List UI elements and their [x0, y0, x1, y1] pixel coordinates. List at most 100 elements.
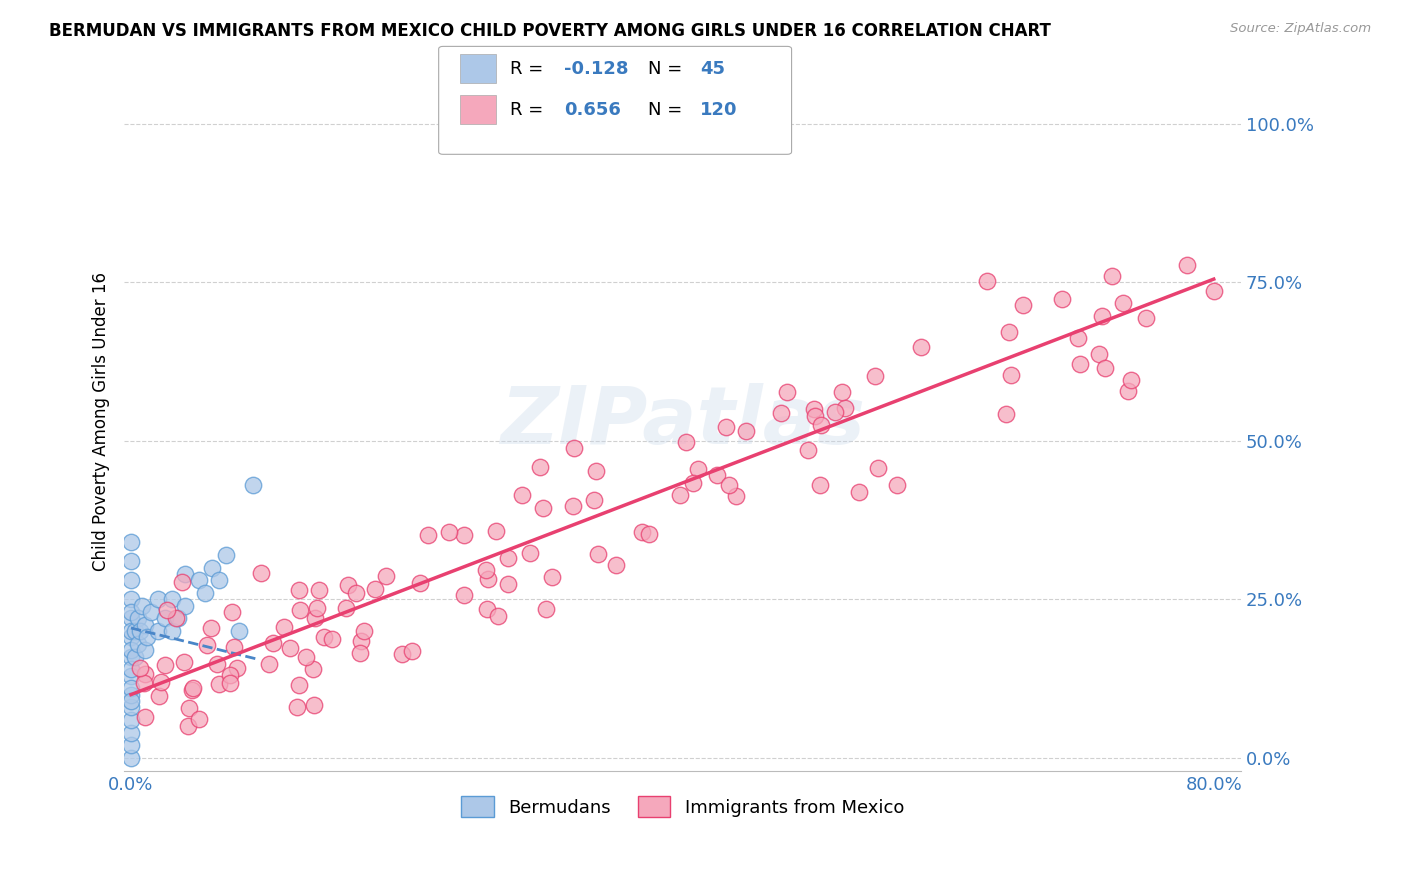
Point: [582, 493, 605, 508]
Point: [534, 602, 557, 616]
Text: Source: ZipAtlas.com: Source: ZipAtlas.com: [1230, 22, 1371, 36]
Point: [776, 385, 799, 400]
Point: [1135, 311, 1157, 326]
Point: [496, 550, 519, 565]
Point: [496, 577, 519, 591]
Point: [120, 688, 142, 702]
Point: [146, 624, 169, 639]
Point: [519, 545, 541, 559]
Point: [288, 678, 311, 692]
Text: 0.656: 0.656: [564, 101, 620, 119]
Point: [302, 698, 325, 712]
Point: [304, 611, 326, 625]
Point: [224, 640, 246, 655]
Point: [195, 639, 218, 653]
Point: [120, 605, 142, 619]
Point: [718, 477, 741, 491]
Point: [177, 701, 200, 715]
Point: [350, 634, 373, 648]
Point: [531, 500, 554, 515]
Text: -0.128: -0.128: [564, 60, 628, 78]
Point: [167, 611, 190, 625]
Point: [127, 637, 149, 651]
Point: [146, 592, 169, 607]
Point: [803, 402, 825, 417]
Point: [529, 459, 551, 474]
Point: [541, 570, 564, 584]
Point: [120, 700, 142, 714]
Point: [129, 624, 152, 639]
Point: [257, 657, 280, 671]
Point: [287, 583, 309, 598]
Point: [349, 646, 371, 660]
Point: [1119, 373, 1142, 387]
Point: [561, 499, 583, 513]
Point: [120, 624, 142, 639]
Point: [439, 524, 461, 539]
Point: [160, 592, 183, 607]
Point: [344, 586, 367, 600]
Point: [510, 488, 533, 502]
Point: [668, 488, 690, 502]
Point: [1112, 295, 1135, 310]
Point: [562, 441, 585, 455]
Point: [336, 578, 359, 592]
Point: [409, 576, 432, 591]
Point: [1202, 285, 1225, 299]
Point: [221, 605, 243, 619]
Point: [173, 655, 195, 669]
Point: [120, 574, 142, 588]
Point: [824, 405, 846, 419]
Point: [120, 662, 142, 676]
Point: [120, 668, 142, 682]
Point: [208, 677, 231, 691]
Point: [391, 647, 413, 661]
Point: [201, 560, 224, 574]
Point: [1091, 309, 1114, 323]
Point: [714, 419, 737, 434]
Point: [401, 644, 423, 658]
Point: [174, 599, 197, 613]
Point: [200, 621, 222, 635]
Point: [477, 572, 499, 586]
Y-axis label: Child Poverty Among Girls Under 16: Child Poverty Among Girls Under 16: [93, 272, 110, 572]
Point: [134, 666, 156, 681]
Point: [477, 602, 499, 616]
Point: [605, 558, 627, 572]
Point: [866, 460, 889, 475]
Point: [285, 699, 308, 714]
Text: ZIPatlas: ZIPatlas: [501, 383, 865, 461]
Point: [156, 603, 179, 617]
Point: [120, 554, 142, 568]
Point: [682, 475, 704, 490]
Point: [1067, 331, 1090, 345]
Point: [120, 643, 142, 657]
Point: [976, 274, 998, 288]
Point: [153, 658, 176, 673]
Point: [141, 605, 163, 619]
Point: [769, 406, 792, 420]
Text: BERMUDAN VS IMMIGRANTS FROM MEXICO CHILD POVERTY AMONG GIRLS UNDER 16 CORRELATIO: BERMUDAN VS IMMIGRANTS FROM MEXICO CHILD…: [49, 22, 1052, 40]
Point: [226, 661, 249, 675]
Point: [153, 611, 176, 625]
Point: [418, 527, 440, 541]
Point: [1087, 347, 1109, 361]
Point: [808, 477, 831, 491]
Point: [321, 632, 343, 646]
Point: [1101, 269, 1123, 284]
Point: [288, 602, 311, 616]
Point: [120, 681, 142, 696]
Point: [127, 611, 149, 625]
Point: [134, 617, 156, 632]
Point: [796, 442, 818, 457]
Point: [120, 713, 142, 727]
Point: [187, 713, 209, 727]
Point: [375, 569, 398, 583]
Point: [148, 689, 170, 703]
Point: [453, 588, 475, 602]
Point: [810, 417, 832, 432]
Point: [120, 694, 142, 708]
Point: [165, 611, 187, 625]
Point: [364, 582, 387, 596]
Point: [124, 624, 146, 639]
